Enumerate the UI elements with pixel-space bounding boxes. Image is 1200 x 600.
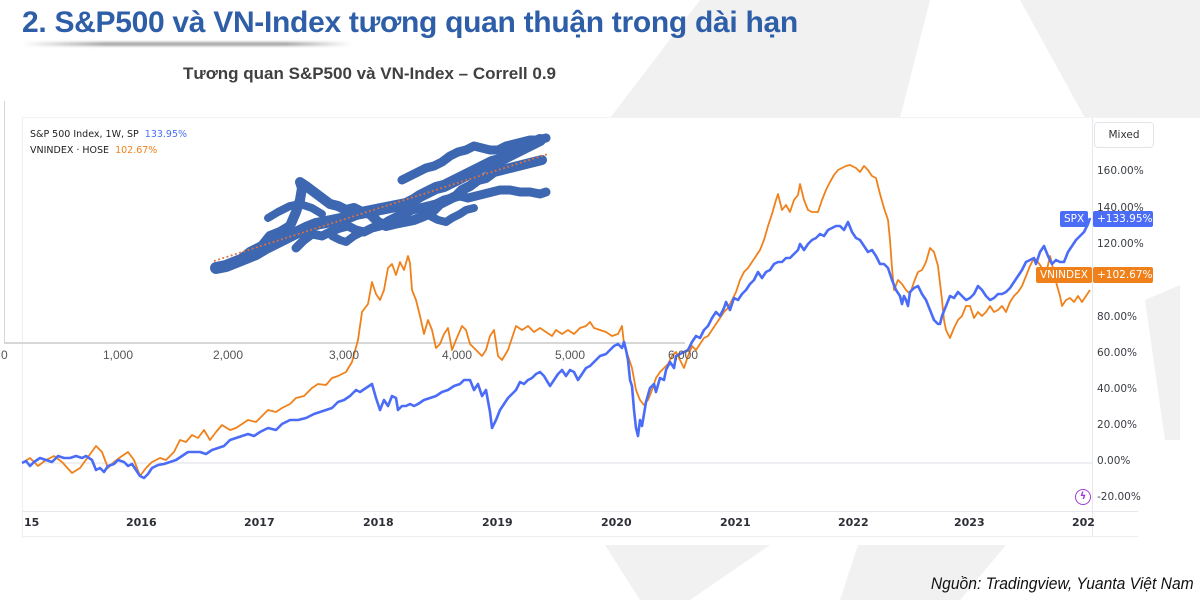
time-scale-border xyxy=(22,511,1138,512)
scale-mode-button[interactable]: Mixed xyxy=(1094,122,1154,148)
chart-legend: S&P 500 Index, 1W, SP 133.95% VNINDEX · H… xyxy=(30,127,187,159)
x-tick-2015: 15 xyxy=(24,516,40,529)
y-tick-80: 80.00% xyxy=(1097,311,1138,323)
x-tick-2022: 2022 xyxy=(838,516,869,529)
inset-x-tick-1000: 1,000 xyxy=(103,348,134,362)
legend-item-spx[interactable]: S&P 500 Index, 1W, SP 133.95% xyxy=(30,127,187,143)
title-underline xyxy=(22,42,352,46)
inset-x-tick-0: 0 xyxy=(1,348,8,362)
x-tick-2023: 2023 xyxy=(954,516,985,529)
window-edge xyxy=(1176,0,1200,600)
tradingview-logo-icon[interactable]: ϟ xyxy=(1075,489,1091,505)
legend-item-vnindex[interactable]: VNINDEX · HOSE 102.67% xyxy=(30,143,187,159)
legend-vni-value: 102.67% xyxy=(115,145,158,156)
x-tick-2024: 202 xyxy=(1072,516,1095,529)
y-tick-160: 160.00% xyxy=(1097,165,1144,177)
spx-name-badge: SPX xyxy=(1060,211,1089,227)
y-tick-0: 0.00% xyxy=(1097,455,1131,467)
vnindex-value-badge: +102.67% xyxy=(1093,267,1153,283)
x-tick-2020: 2020 xyxy=(601,516,632,529)
inset-x-tick-6000: 6,000 xyxy=(668,348,699,362)
x-tick-2019: 2019 xyxy=(482,516,513,529)
legend-spx-label: S&P 500 Index, 1W, SP xyxy=(30,129,139,140)
y-tick-60: 60.00% xyxy=(1097,347,1138,359)
inset-x-tick-4000: 4,000 xyxy=(442,348,473,362)
y-tick-minus20: -20.00% xyxy=(1097,491,1141,503)
y-tick-20: 20.00% xyxy=(1097,419,1138,431)
y-tick-120: 120.00% xyxy=(1097,238,1144,250)
legend-vni-label: VNINDEX · HOSE xyxy=(30,145,110,156)
legend-spx-value: 133.95% xyxy=(144,129,188,140)
inset-x-tick-2000: 2,000 xyxy=(213,348,244,362)
inset-x-tick-5000: 5,000 xyxy=(555,348,586,362)
inset-x-tick-3000: 3,000 xyxy=(329,348,360,362)
source-note: Nguồn: Tradingview, Yuanta Việt Nam xyxy=(931,574,1194,593)
x-tick-2016: 2016 xyxy=(126,516,157,529)
time-scale-bottom-border xyxy=(22,536,1138,537)
chart-subtitle: Tương quan S&P500 và VN-Index – Correll … xyxy=(183,64,557,83)
slide-title: 2. S&P500 và VN-Index tương quan thuận t… xyxy=(22,6,798,39)
price-scale[interactable] xyxy=(1092,118,1139,537)
x-tick-2021: 2021 xyxy=(720,516,751,529)
x-tick-2017: 2017 xyxy=(244,516,275,529)
x-tick-2018: 2018 xyxy=(363,516,394,529)
spx-value-badge: +133.95% xyxy=(1093,211,1153,227)
y-tick-40: 40.00% xyxy=(1097,383,1138,395)
vnindex-name-badge: VNINDEX xyxy=(1036,267,1092,283)
